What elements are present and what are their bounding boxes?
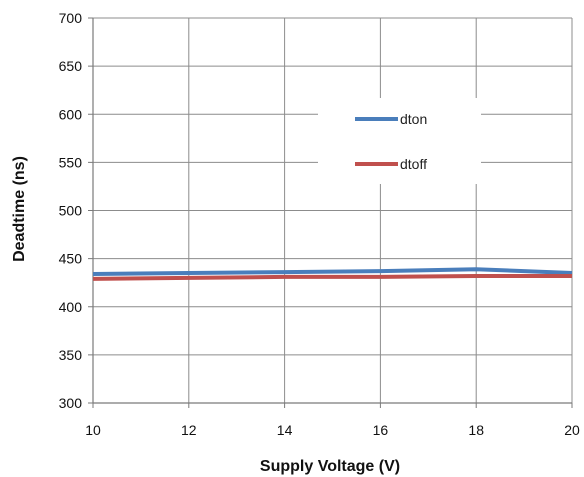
- y-tick-label: 400: [59, 299, 83, 315]
- y-tick-label: 600: [59, 106, 83, 122]
- y-tick-label: 350: [59, 347, 83, 363]
- legend-label-dtoff: dtoff: [400, 156, 427, 172]
- y-tick-label: 450: [59, 251, 83, 267]
- legend-background: [318, 98, 481, 184]
- x-tick-label: 14: [277, 422, 293, 438]
- y-tick-labels: 300 350 400 450 500 550 600 650 700: [59, 10, 83, 411]
- x-tick-label: 18: [468, 422, 484, 438]
- x-tick-label: 16: [373, 422, 389, 438]
- y-tick-label: 700: [59, 10, 83, 26]
- legend: dton dtoff: [318, 98, 481, 184]
- x-axis-title: Supply Voltage (V): [260, 458, 400, 475]
- y-tick-label: 550: [59, 154, 83, 170]
- x-tick-label: 12: [181, 422, 197, 438]
- y-axis-title: Deadtime (ns): [11, 156, 28, 262]
- y-tick-label: 300: [59, 395, 83, 411]
- series-layer: [92, 267, 573, 281]
- x-tick-label: 10: [85, 422, 101, 438]
- y-tick-label: 500: [59, 203, 83, 219]
- legend-label-dton: dton: [400, 111, 427, 127]
- x-tick-labels: 10 12 14 16 18 20: [85, 422, 580, 438]
- plot-frame: [88, 17, 573, 408]
- y-tick-label: 650: [59, 58, 83, 74]
- series-line-dtoff: [92, 273, 572, 281]
- x-tick-label: 20: [564, 422, 580, 438]
- series-line-dton: [92, 267, 573, 277]
